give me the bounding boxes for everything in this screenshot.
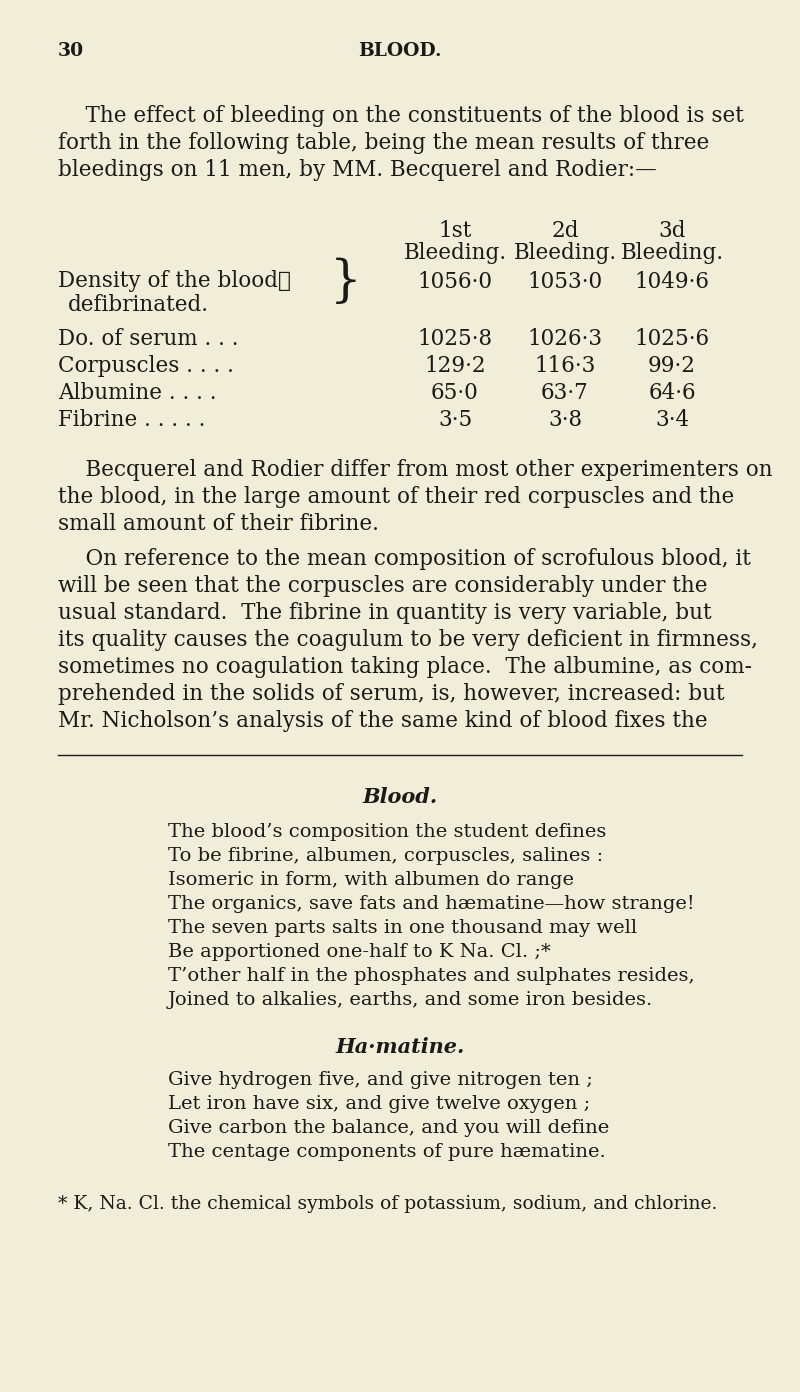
Text: Bleeding.: Bleeding. (621, 242, 723, 264)
Text: 129·2: 129·2 (424, 355, 486, 377)
Text: Ha·matine.: Ha·matine. (335, 1037, 465, 1057)
Text: Isomeric in form, with albumen do range: Isomeric in form, with albumen do range (168, 871, 574, 889)
Text: Give hydrogen five, and give nitrogen ten ;: Give hydrogen five, and give nitrogen te… (168, 1070, 593, 1089)
Text: Density of the blood❵: Density of the blood❵ (58, 270, 291, 292)
Text: defibrinated.: defibrinated. (68, 294, 209, 316)
Text: the blood, in the large amount of their red corpuscles and the: the blood, in the large amount of their … (58, 486, 734, 508)
Text: bleedings on 11 men, by MM. Becquerel and Rodier:—: bleedings on 11 men, by MM. Becquerel an… (58, 159, 657, 181)
Text: T’other half in the phosphates and sulphates resides,: T’other half in the phosphates and sulph… (168, 967, 694, 986)
Text: Be apportioned one-half to K Na. Cl. ;*: Be apportioned one-half to K Na. Cl. ;* (168, 942, 550, 960)
Text: The effect of bleeding on the constituents of the blood is set: The effect of bleeding on the constituen… (58, 104, 744, 127)
Text: prehended in the solids of serum, is, however, increased: but: prehended in the solids of serum, is, ho… (58, 683, 725, 704)
Text: 116·3: 116·3 (534, 355, 596, 377)
Text: 1053·0: 1053·0 (527, 271, 602, 292)
Text: The organics, save fats and hæmatine—how strange!: The organics, save fats and hæmatine—how… (168, 895, 694, 913)
Text: 99·2: 99·2 (648, 355, 696, 377)
Text: 3·5: 3·5 (438, 409, 472, 432)
Text: Corpuscles . . . .: Corpuscles . . . . (58, 355, 234, 377)
Text: 3·8: 3·8 (548, 409, 582, 432)
Text: 1025·8: 1025·8 (418, 329, 493, 349)
Text: To be fibrine, albumen, corpuscles, salines :: To be fibrine, albumen, corpuscles, sali… (168, 846, 603, 864)
Text: Bleeding.: Bleeding. (403, 242, 506, 264)
Text: The centage components of pure hæmatine.: The centage components of pure hæmatine. (168, 1143, 606, 1161)
Text: Do. of serum . . .: Do. of serum . . . (58, 329, 238, 349)
Text: Becquerel and Rodier differ from most other experimenters on: Becquerel and Rodier differ from most ot… (58, 459, 773, 482)
Text: 1049·6: 1049·6 (634, 271, 710, 292)
Text: Let iron have six, and give twelve oxygen ;: Let iron have six, and give twelve oxyge… (168, 1096, 590, 1114)
Text: usual standard.  The fibrine in quantity is very variable, but: usual standard. The fibrine in quantity … (58, 601, 712, 624)
Text: Give carbon the balance, and you will define: Give carbon the balance, and you will de… (168, 1119, 610, 1137)
Text: forth in the following table, being the mean results of three: forth in the following table, being the … (58, 132, 710, 155)
Text: 63·7: 63·7 (541, 381, 589, 404)
Text: The blood’s composition the student defines: The blood’s composition the student defi… (168, 823, 606, 841)
Text: On reference to the mean composition of scrofulous blood, it: On reference to the mean composition of … (58, 548, 751, 569)
Text: 64·6: 64·6 (648, 381, 696, 404)
Text: will be seen that the corpuscles are considerably under the: will be seen that the corpuscles are con… (58, 575, 707, 597)
Text: Mr. Nicholson’s analysis of the same kind of blood fixes the: Mr. Nicholson’s analysis of the same kin… (58, 710, 708, 732)
Text: 1025·6: 1025·6 (634, 329, 710, 349)
Text: Bleeding.: Bleeding. (514, 242, 617, 264)
Text: BLOOD.: BLOOD. (358, 42, 442, 60)
Text: Joined to alkalies, earths, and some iron besides.: Joined to alkalies, earths, and some iro… (168, 991, 654, 1009)
Text: }: } (330, 258, 362, 306)
Text: Albumine . . . .: Albumine . . . . (58, 381, 217, 404)
Text: 2d: 2d (551, 220, 578, 242)
Text: Fibrine . . . . .: Fibrine . . . . . (58, 409, 206, 432)
Text: 1056·0: 1056·0 (418, 271, 493, 292)
Text: 3d: 3d (658, 220, 686, 242)
Text: 1st: 1st (438, 220, 472, 242)
Text: * K, Na. Cl. the chemical symbols of potassium, sodium, and chlorine.: * K, Na. Cl. the chemical symbols of pot… (58, 1194, 718, 1212)
Text: 30: 30 (58, 42, 84, 60)
Text: The seven parts salts in one thousand may well: The seven parts salts in one thousand ma… (168, 919, 637, 937)
Text: its quality causes the coagulum to be very deficient in firmness,: its quality causes the coagulum to be ve… (58, 629, 758, 651)
Text: sometimes no coagulation taking place.  The albumine, as com-: sometimes no coagulation taking place. T… (58, 656, 752, 678)
Text: small amount of their fibrine.: small amount of their fibrine. (58, 514, 379, 535)
Text: 65·0: 65·0 (431, 381, 479, 404)
Text: 1026·3: 1026·3 (527, 329, 602, 349)
Text: Blood.: Blood. (362, 786, 438, 807)
Text: 3·4: 3·4 (655, 409, 689, 432)
